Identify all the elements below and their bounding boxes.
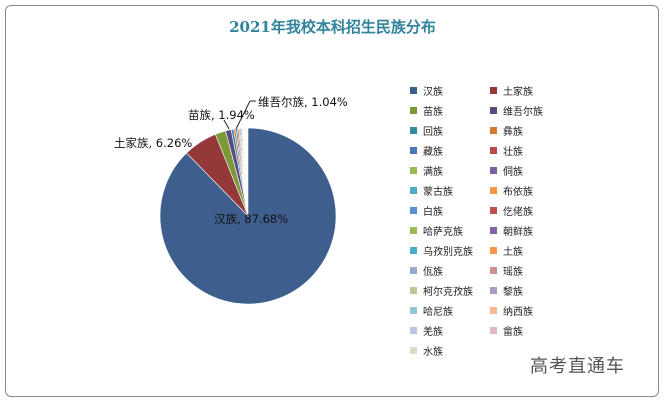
legend-item: 白族	[410, 204, 490, 218]
data-label-tujia: 土家族, 6.26%	[114, 136, 193, 150]
legend-swatch	[490, 187, 497, 194]
legend-swatch	[410, 207, 417, 214]
legend-swatch	[410, 127, 417, 134]
legend-swatch	[410, 247, 417, 254]
chart-title: 2021年我校本科招生民族分布	[229, 18, 436, 36]
legend-item: 壮族	[490, 144, 570, 158]
legend-label: 畲族	[503, 327, 523, 338]
legend-item: 回族	[410, 124, 490, 138]
legend-swatch	[410, 327, 417, 334]
legend-label: 乌孜别克族	[423, 247, 473, 258]
legend-item: 柯尔克孜族	[410, 284, 490, 298]
legend-label: 柯尔克孜族	[423, 287, 473, 298]
legend-swatch	[410, 167, 417, 174]
legend-label: 回族	[423, 127, 443, 138]
legend-item: 纳西族	[490, 304, 570, 318]
legend-swatch	[410, 287, 417, 294]
legend-item: 彝族	[490, 124, 570, 138]
legend-swatch	[490, 167, 497, 174]
legend-item: 满族	[410, 164, 490, 178]
legend-swatch	[410, 267, 417, 274]
legend-swatch	[490, 207, 497, 214]
legend-swatch	[410, 347, 417, 354]
chart-frame	[5, 5, 659, 397]
legend-swatch	[410, 307, 417, 314]
legend-label: 满族	[423, 167, 443, 178]
legend-item: 苗族	[410, 104, 490, 118]
legend-item: 哈尼族	[410, 304, 490, 318]
legend-item: 畲族	[490, 324, 570, 338]
data-label-han: 汉族, 87.68%	[214, 212, 289, 226]
legend-item: 汉族	[410, 84, 490, 98]
legend-item: 维吾尔族	[490, 104, 570, 118]
pie-slice-0	[159, 127, 337, 305]
leader-line-miao	[223, 119, 230, 130]
legend-item: 乌孜别克族	[410, 244, 490, 258]
legend-label: 仡佬族	[503, 207, 533, 218]
legend-label: 汉族	[423, 87, 443, 98]
legend-swatch	[490, 247, 497, 254]
legend-item: 羌族	[410, 324, 490, 338]
legend-label: 布依族	[503, 187, 533, 198]
legend-swatch	[490, 327, 497, 334]
legend-swatch	[490, 87, 497, 94]
legend-label: 壮族	[503, 147, 523, 158]
legend-item: 水族	[410, 344, 490, 358]
legend-label: 黎族	[503, 287, 523, 298]
legend-item: 黎族	[490, 284, 570, 298]
legend-label: 土家族	[503, 87, 533, 98]
legend-swatch	[490, 127, 497, 134]
legend-item: 哈萨克族	[410, 224, 490, 238]
legend-swatch	[490, 287, 497, 294]
legend-label: 白族	[423, 207, 443, 218]
legend-label: 藏族	[423, 147, 443, 158]
data-label-miao: 苗族, 1.94%	[188, 108, 255, 122]
legend-swatch	[490, 267, 497, 274]
legend-swatch	[490, 147, 497, 154]
legend: 汉族 土家族苗族 维吾尔族回族 彝族藏族 壮族满族 侗族蒙古族 布依族白族 仡佬族哈萨克族 朝鲜…	[410, 84, 570, 358]
legend-item: 土家族	[490, 84, 570, 98]
legend-swatch	[410, 187, 417, 194]
legend-swatch	[410, 227, 417, 234]
legend-swatch	[490, 227, 497, 234]
legend-label: 土族	[503, 247, 523, 258]
legend-item: 藏族	[410, 144, 490, 158]
legend-label: 水族	[423, 347, 443, 358]
legend-label: 佤族	[423, 267, 443, 278]
legend-label: 瑶族	[503, 267, 523, 278]
legend-item: 布依族	[490, 184, 570, 198]
legend-swatch	[490, 107, 497, 114]
legend-swatch	[490, 307, 497, 314]
legend-label: 羌族	[423, 327, 443, 338]
legend-label: 哈尼族	[423, 307, 453, 318]
legend-label: 侗族	[503, 167, 523, 178]
legend-swatch	[410, 87, 417, 94]
legend-item: 土族	[490, 244, 570, 258]
data-label-uyghur: 维吾尔族, 1.04%	[258, 95, 348, 109]
legend-item: 朝鲜族	[490, 224, 570, 238]
legend-item: 侗族	[490, 164, 570, 178]
legend-swatch	[410, 147, 417, 154]
legend-label: 蒙古族	[423, 187, 453, 198]
legend-label: 苗族	[423, 107, 443, 118]
legend-label: 哈萨克族	[423, 227, 463, 238]
legend-label: 朝鲜族	[503, 227, 533, 238]
legend-item: 蒙古族	[410, 184, 490, 198]
legend-swatch	[410, 107, 417, 114]
legend-item: 仡佬族	[490, 204, 570, 218]
legend-item: 佤族	[410, 264, 490, 278]
legend-label: 维吾尔族	[503, 107, 543, 118]
watermark: 高考直通车	[530, 356, 625, 377]
legend-item: 瑶族	[490, 264, 570, 278]
legend-label: 彝族	[503, 127, 523, 138]
leader-line-uyghur	[235, 100, 251, 130]
legend-label: 纳西族	[503, 307, 533, 318]
